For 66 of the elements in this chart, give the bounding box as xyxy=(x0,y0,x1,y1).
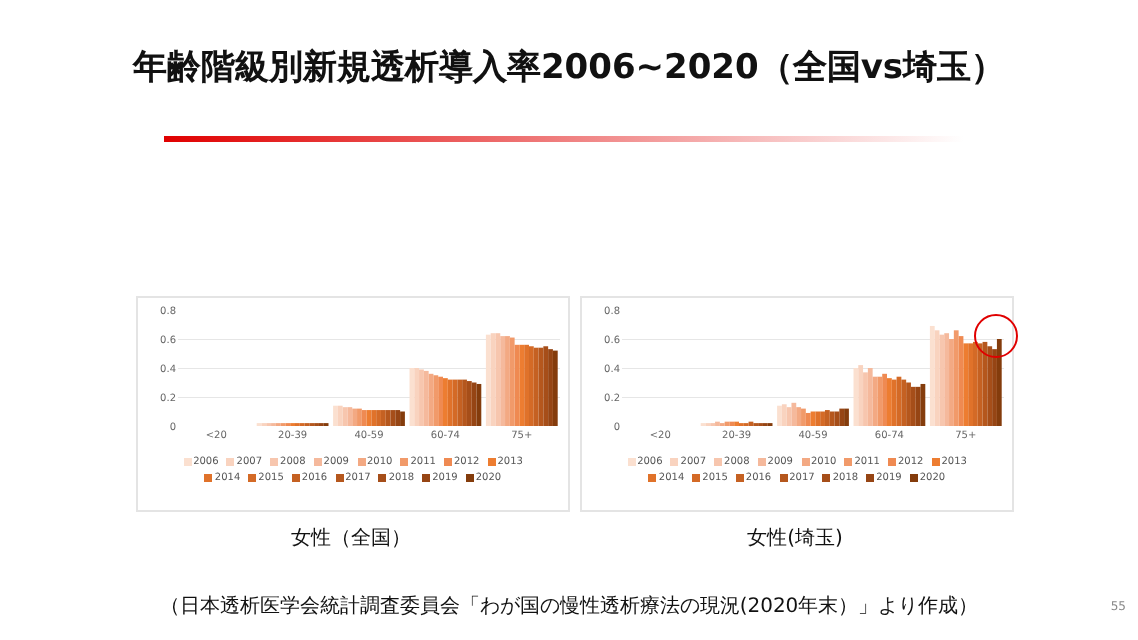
bar xyxy=(352,408,358,426)
bar xyxy=(867,368,873,426)
bar xyxy=(447,379,453,426)
bar xyxy=(528,346,534,426)
bar xyxy=(443,378,448,426)
bar xyxy=(963,343,969,426)
bar xyxy=(385,410,391,426)
bar xyxy=(485,334,491,426)
bar xyxy=(992,349,997,426)
bar xyxy=(815,411,821,426)
bar xyxy=(419,369,424,426)
bar xyxy=(333,405,338,426)
bar xyxy=(347,407,353,426)
bar xyxy=(882,373,887,426)
bar xyxy=(987,346,993,426)
bar xyxy=(939,334,945,426)
bar xyxy=(433,375,439,426)
bar xyxy=(500,336,506,426)
bar xyxy=(863,372,868,426)
bar xyxy=(337,405,343,426)
bar xyxy=(972,341,978,426)
text: 女性(埼玉) xyxy=(745,525,845,552)
bar xyxy=(552,350,558,426)
bar xyxy=(796,407,802,426)
bar xyxy=(910,386,916,426)
bar xyxy=(781,404,787,426)
bar xyxy=(371,410,377,426)
bar xyxy=(901,379,907,426)
bar xyxy=(977,343,983,426)
bar xyxy=(805,412,811,426)
bar xyxy=(519,344,525,426)
bar xyxy=(953,330,959,426)
bar xyxy=(929,325,935,426)
bar xyxy=(543,346,549,426)
text: （日本透析医学会統計調査委員会「わが国の慢性透析療法の現況(2020年末）」より作成） xyxy=(159,596,979,618)
bar xyxy=(495,333,501,426)
bar xyxy=(505,336,510,426)
bar xyxy=(466,381,472,426)
bar xyxy=(829,411,835,426)
chart-title: 年齢階級別新規透析導入率2006~2020（全国vs埼玉） xyxy=(130,46,1008,90)
bar xyxy=(791,402,797,426)
bar xyxy=(877,376,883,426)
bar xyxy=(509,337,515,426)
bar xyxy=(891,379,897,426)
bar xyxy=(438,376,443,426)
bar xyxy=(533,347,539,426)
bar xyxy=(395,410,401,426)
bar xyxy=(400,411,405,426)
bar xyxy=(944,333,950,426)
bar xyxy=(996,339,1002,426)
bar xyxy=(423,370,429,426)
bar xyxy=(548,349,553,426)
bar xyxy=(824,410,830,426)
bar xyxy=(380,410,386,426)
bar xyxy=(457,379,463,426)
bar xyxy=(949,339,954,426)
bar xyxy=(361,410,367,426)
bar xyxy=(839,408,845,426)
bar xyxy=(357,408,362,426)
bar xyxy=(915,386,921,426)
bar xyxy=(887,378,892,426)
bar xyxy=(844,408,849,426)
bar xyxy=(471,382,477,426)
text: 女性（全国） xyxy=(289,525,413,552)
bar xyxy=(801,408,806,426)
bar xyxy=(777,405,782,426)
